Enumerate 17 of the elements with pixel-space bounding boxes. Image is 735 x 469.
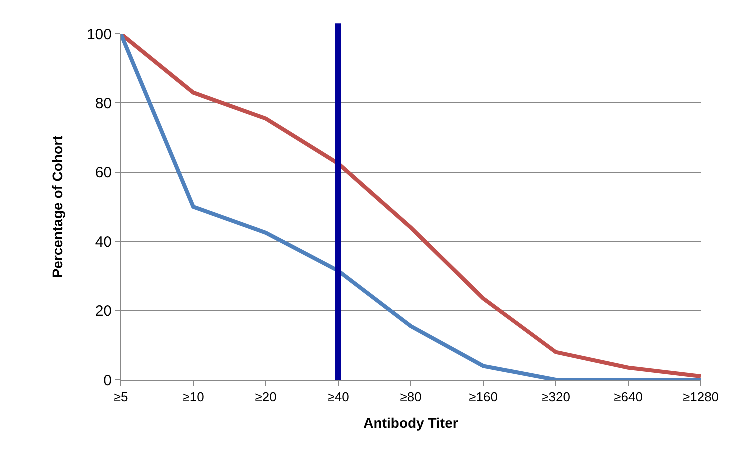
x-tick-label: ≥10: [182, 390, 204, 405]
x-tick-label: ≥320: [542, 390, 570, 405]
x-tick-label: ≥40: [328, 390, 350, 405]
x-axis-title: Antibody Titer: [364, 414, 459, 431]
x-tick-label: ≥80: [400, 390, 422, 405]
y-tick-label: 0: [104, 372, 112, 390]
y-tick-label: 80: [95, 95, 112, 112]
x-tick-label: ≥640: [614, 390, 643, 405]
y-axis-title: Percentage of Cohort: [50, 135, 66, 278]
x-tick-label: ≥1280: [682, 390, 720, 405]
y-tick-label: 60: [95, 164, 112, 182]
y-tick-label: 40: [95, 234, 112, 251]
x-tick-label: ≥20: [255, 390, 277, 405]
x-tick-label: ≥5: [114, 390, 128, 405]
y-tick-label: 100: [86, 26, 112, 44]
x-tick-label: ≥160: [469, 390, 498, 405]
y-tick-label: 20: [95, 303, 112, 320]
